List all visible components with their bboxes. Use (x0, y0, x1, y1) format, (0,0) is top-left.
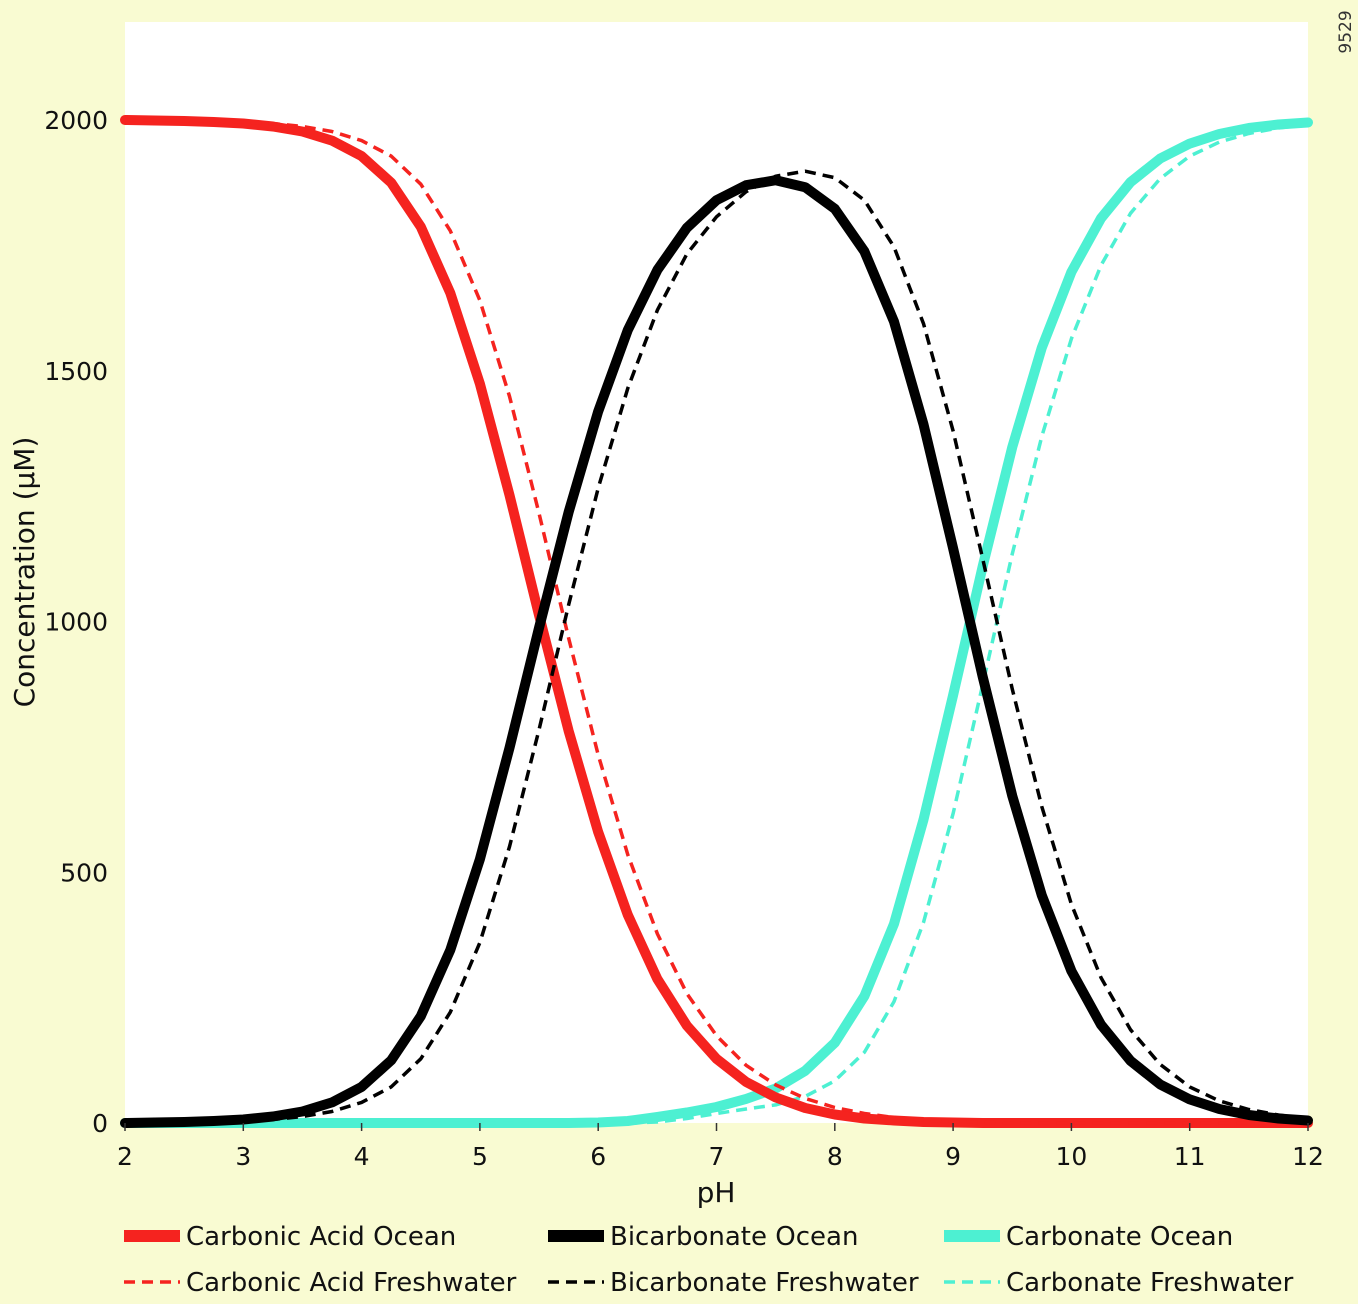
series-line-carbonate-ocean (120, 117, 1313, 1128)
series-lines (120, 115, 1313, 1128)
figure-code: 9529 (1336, 10, 1356, 53)
y-tick-label: 1000 (44, 608, 108, 637)
legend-label-bicarbonate-ocean: Bicarbonate Ocean (610, 1222, 858, 1252)
y-tick-label: 0 (92, 1109, 108, 1138)
x-tick-label: 8 (827, 1142, 843, 1171)
x-tick-label: 3 (235, 1142, 251, 1171)
legend: Carbonic Acid Ocean Bicarbonate Ocean Carb… (124, 1222, 1294, 1298)
x-tick-label: 7 (709, 1142, 725, 1171)
y-tick-label: 500 (60, 858, 108, 887)
x-tick-label: 2 (117, 1142, 133, 1171)
legend-label-carbonic-acid-ocean: Carbonic Acid Ocean (186, 1222, 456, 1252)
y-tick-label: 2000 (44, 106, 108, 135)
legend-label-carbonate-freshwater: Carbonate Freshwater (1006, 1268, 1294, 1298)
x-tick-label: 10 (1055, 1142, 1087, 1171)
x-tick-label: 9 (945, 1142, 961, 1171)
series-line-bicarbonate-ocean (120, 175, 1313, 1128)
y-axis-ticks: 0 500 1000 1500 2000 (44, 106, 108, 1138)
series-line-carbonic-acid-ocean (120, 115, 1313, 1128)
x-tick-label: 11 (1174, 1142, 1206, 1171)
x-tick-label: 12 (1292, 1142, 1324, 1171)
series-line-bicarbonate-freshwater (125, 169, 1309, 1125)
x-tick-label: 5 (472, 1142, 488, 1171)
x-axis-title: pH (697, 1176, 736, 1209)
legend-label-carbonate-ocean: Carbonate Ocean (1006, 1222, 1233, 1252)
y-axis-title: Concentration (μM) (8, 437, 41, 708)
legend-label-bicarbonate-freshwater: Bicarbonate Freshwater (610, 1268, 919, 1298)
x-tick-label: 6 (590, 1142, 606, 1171)
x-axis-ticks: 2 3 4 5 6 7 8 9 10 11 12 (117, 1123, 1324, 1171)
x-tick-label: 4 (354, 1142, 370, 1171)
legend-label-carbonic-acid-freshwater: Carbonic Acid Freshwater (186, 1268, 517, 1298)
y-tick-label: 1500 (44, 357, 108, 386)
